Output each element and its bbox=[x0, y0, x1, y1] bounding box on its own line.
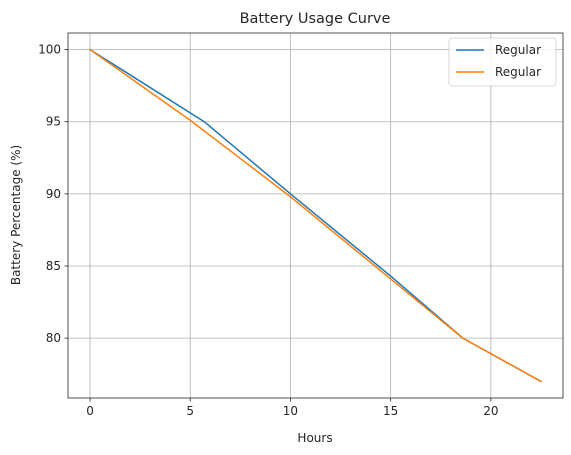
plot-frame bbox=[67, 32, 564, 399]
legend-label-regular-2: Regular bbox=[495, 65, 541, 79]
x-tick-label: 10 bbox=[283, 404, 298, 418]
series-lines bbox=[88, 48, 542, 383]
y-tick-label: 80 bbox=[46, 331, 61, 345]
x-tick-label: 5 bbox=[186, 404, 194, 418]
y-tick-label: 85 bbox=[46, 259, 61, 273]
x-tick-label: 15 bbox=[383, 404, 398, 418]
x-axis-label: Hours bbox=[297, 431, 332, 445]
series-line-2 bbox=[88, 48, 542, 383]
y-tick-label: 100 bbox=[38, 43, 61, 57]
x-tick-label: 0 bbox=[86, 404, 94, 418]
series-line-1 bbox=[89, 48, 542, 383]
y-axis-ticks: 80 85 90 95 100 bbox=[38, 43, 68, 345]
y-axis-label: Battery Percentage (%) bbox=[9, 145, 23, 285]
x-axis-ticks: 0 5 10 15 20 bbox=[86, 398, 498, 418]
legend: Regular Regular bbox=[448, 37, 557, 87]
y-tick-label: 95 bbox=[46, 115, 61, 129]
x-tick-label: 20 bbox=[483, 404, 498, 418]
legend-label-regular-1: Regular bbox=[495, 43, 541, 57]
grid-lines bbox=[68, 33, 563, 398]
y-tick-label: 90 bbox=[46, 187, 61, 201]
chart-title: Battery Usage Curve bbox=[240, 11, 391, 27]
